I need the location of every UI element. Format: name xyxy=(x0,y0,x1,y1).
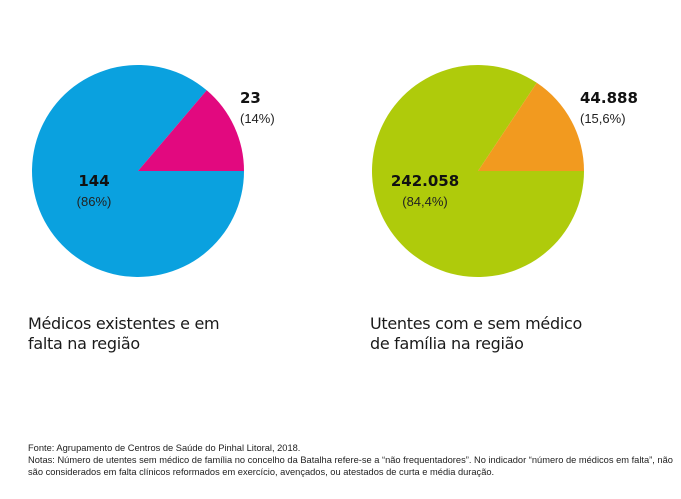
caption-line: Utentes com e sem médico xyxy=(370,314,582,333)
caption-line: falta na região xyxy=(28,334,140,353)
chart-caption-utentes: Utentes com e sem médico de família na r… xyxy=(370,314,610,354)
data-label-minor-percent: (14%) xyxy=(240,111,275,126)
data-label-minor-percent: (15,6%) xyxy=(580,111,626,126)
caption-line: Médicos existentes e em xyxy=(28,314,220,333)
data-label-major-percent: (84,4%) xyxy=(402,194,448,209)
notes-text: Notas: Número de utentes sem médico de f… xyxy=(28,455,673,477)
pie-slice-major xyxy=(372,65,584,278)
footer-notes: Fonte: Agrupamento de Centros de Saúde d… xyxy=(28,442,678,478)
pie-slice-minor xyxy=(138,90,244,171)
chart-caption-medicos: Médicos existentes e em falta na região xyxy=(28,314,258,354)
source-note: Fonte: Agrupamento de Centros de Saúde d… xyxy=(28,443,301,453)
charts-canvas: 144 (86%) 23 (14%) 242.058 (84,4%) 44.888 (15,… xyxy=(31,64,638,278)
data-label-minor-value: 23 xyxy=(240,89,261,107)
caption-line: de família na região xyxy=(370,334,524,353)
data-label-major-percent: (86%) xyxy=(77,194,112,209)
data-label-major-value: 144 xyxy=(78,172,109,190)
data-label-major-value: 242.058 xyxy=(391,172,459,190)
pie-slice-minor xyxy=(478,82,584,171)
pie-chart-utentes: 242.058 (84,4%) 44.888 (15,6%) xyxy=(372,65,638,278)
pie-chart-medicos: 144 (86%) 23 (14%) xyxy=(31,64,275,277)
pie-slice-major xyxy=(31,64,244,277)
data-label-minor-value: 44.888 xyxy=(580,89,638,107)
